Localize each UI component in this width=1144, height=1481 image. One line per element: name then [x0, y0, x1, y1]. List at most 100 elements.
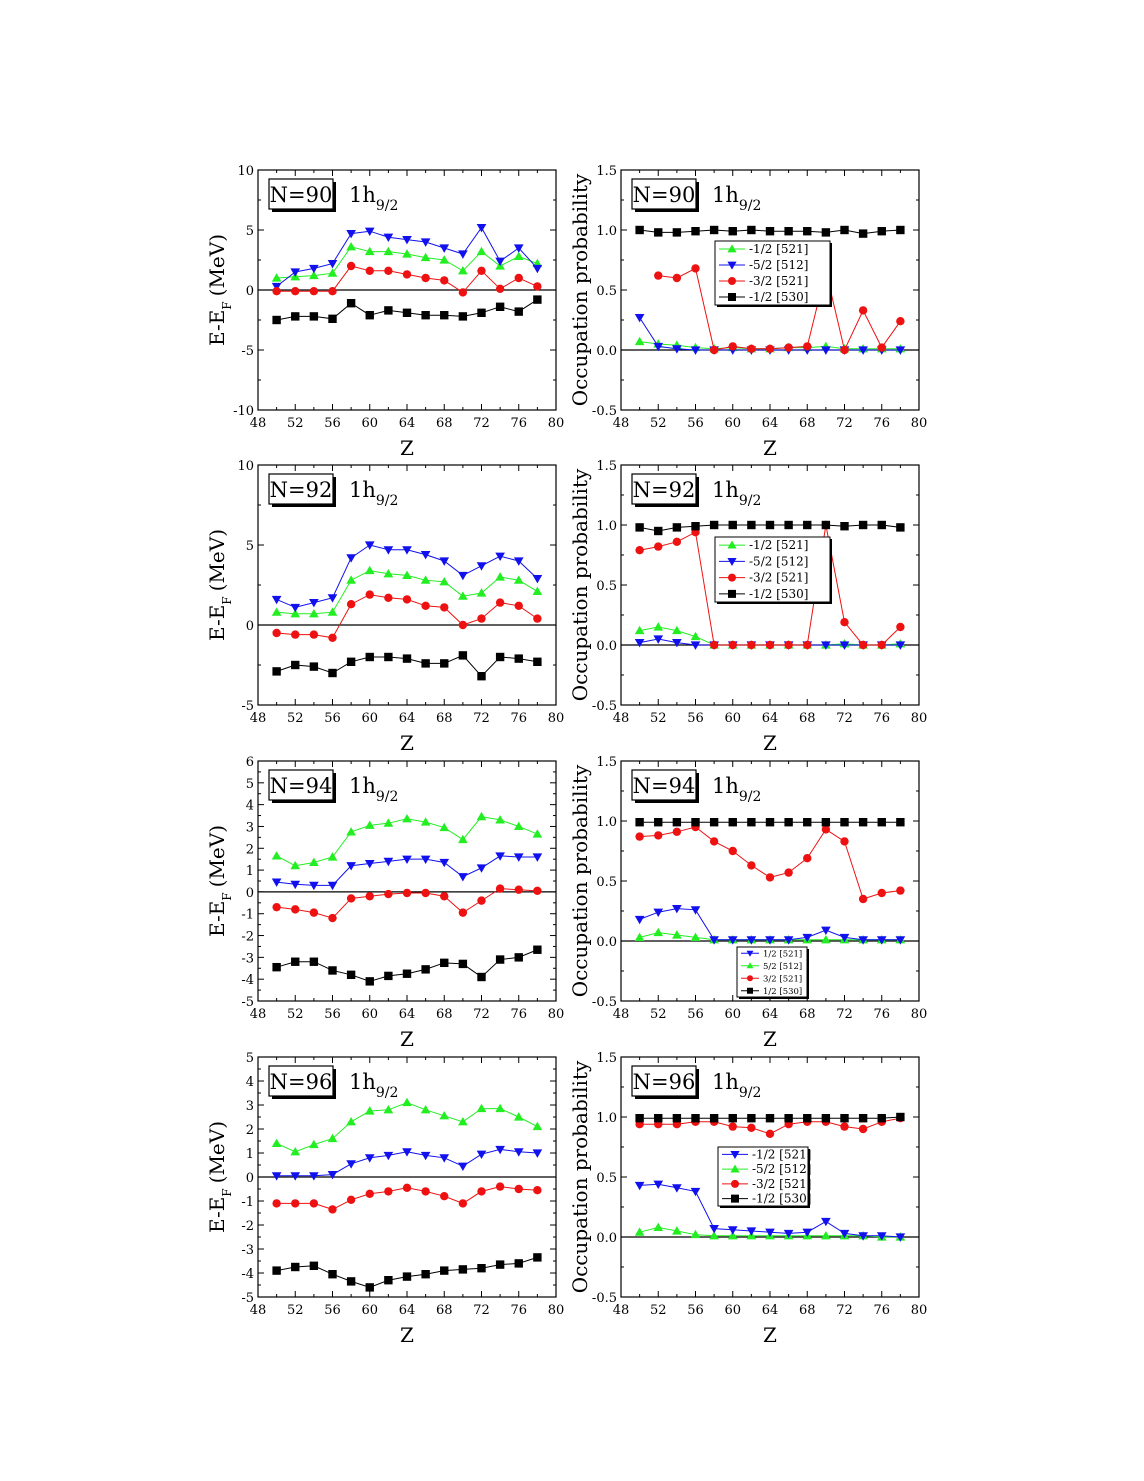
- y-tick-label: -3: [241, 951, 254, 966]
- data-point: [346, 827, 356, 836]
- y-tick-label: 1.0: [596, 815, 617, 830]
- data-point: [858, 936, 868, 945]
- x-tick-label: 48: [613, 1007, 630, 1022]
- data-point: [635, 546, 644, 555]
- data-point: [654, 526, 663, 536]
- data-point: [420, 855, 431, 865]
- legend-marker: [728, 573, 736, 582]
- data-point: [291, 905, 300, 914]
- data-point: [653, 635, 664, 644]
- data-point: [402, 1148, 412, 1157]
- data-point: [896, 225, 905, 235]
- data-point: [765, 344, 775, 353]
- legend-label: -1/2 [530]: [749, 290, 808, 304]
- data-point: [346, 1160, 356, 1169]
- data-point: [364, 859, 375, 869]
- data-point: [458, 591, 468, 600]
- data-point: [495, 815, 505, 824]
- y-tick-label: 1: [246, 1147, 254, 1162]
- data-point: [272, 1199, 281, 1208]
- data-point: [513, 1112, 524, 1121]
- data-point: [476, 811, 487, 821]
- orbital-label: 1h9/2: [712, 774, 761, 805]
- data-point: [532, 586, 543, 595]
- data-point: [477, 266, 486, 275]
- data-point: [533, 295, 542, 304]
- data-point: [327, 852, 338, 861]
- data-point: [672, 1114, 682, 1123]
- data-point: [654, 1114, 663, 1123]
- data-point: [291, 630, 300, 639]
- y-tick-label: 0.0: [596, 344, 617, 359]
- data-point: [840, 818, 849, 827]
- data-point: [346, 600, 356, 609]
- data-point: [327, 881, 338, 891]
- data-point: [420, 551, 431, 560]
- data-point: [477, 614, 486, 623]
- data-point: [290, 1172, 301, 1181]
- data-point: [327, 268, 338, 277]
- data-point: [346, 970, 356, 980]
- data-point: [309, 1172, 319, 1181]
- x-axis-label: Z: [763, 1323, 777, 1347]
- data-point: [384, 1187, 393, 1196]
- data-point: [821, 641, 831, 650]
- x-tick-label: 80: [911, 711, 928, 726]
- x-tick-label: 56: [687, 1303, 704, 1318]
- data-point: [365, 311, 374, 320]
- data-point: [839, 933, 850, 943]
- y-axis-label: E-EF(MeV): [205, 234, 234, 346]
- x-tick-label: 64: [399, 711, 416, 726]
- data-point: [458, 571, 468, 581]
- data-point: [495, 1260, 505, 1269]
- data-point: [364, 565, 375, 575]
- data-point: [458, 250, 468, 259]
- data-point: [440, 1266, 449, 1275]
- data-point: [402, 595, 412, 604]
- data-point: [821, 934, 831, 944]
- data-point: [309, 1199, 319, 1208]
- legend-marker: [746, 950, 754, 957]
- data-point: [458, 1199, 468, 1208]
- y-tick-label: 0.0: [596, 1231, 617, 1246]
- data-point: [821, 520, 831, 530]
- y-axis-label: E-EF(MeV): [205, 529, 234, 641]
- data-point: [709, 225, 719, 235]
- data-point: [672, 930, 682, 939]
- x-tick-label: 64: [762, 1007, 779, 1022]
- data-point: [672, 905, 682, 914]
- x-tick-label: 60: [724, 416, 741, 431]
- x-tick-label: 52: [650, 416, 667, 431]
- legend-marker: [727, 261, 737, 270]
- data-point: [784, 1114, 793, 1123]
- x-tick-label: 80: [911, 416, 928, 431]
- label-box: [268, 473, 334, 505]
- legend-marker: [728, 589, 736, 598]
- data-point: [346, 894, 356, 903]
- data-point: [346, 657, 356, 666]
- legend-label: -3/2 [521]: [749, 571, 808, 585]
- y-tick-label: 1.0: [596, 224, 617, 239]
- data-point: [328, 287, 337, 296]
- data-point: [765, 873, 775, 882]
- data-point: [384, 652, 393, 662]
- data-point: [271, 851, 282, 860]
- data-point: [327, 607, 338, 616]
- data-point: [495, 302, 505, 311]
- data-point: [383, 818, 394, 827]
- legend-label: -5/2 [512]: [752, 1162, 811, 1176]
- y-axis-label: Occupation probability: [568, 1060, 592, 1293]
- data-point: [513, 557, 524, 566]
- data-point: [690, 631, 701, 641]
- legend: -1/2 [521]-5/2 [512]-3/2 [521]-1/2 [530]: [717, 1146, 811, 1208]
- x-tick-label: 68: [799, 416, 816, 431]
- data-point: [709, 818, 719, 827]
- data-point: [458, 288, 468, 297]
- y-tick-label: 5: [246, 1051, 254, 1066]
- data-point: [271, 1138, 282, 1147]
- y-tick-label: 1.5: [596, 1051, 617, 1066]
- x-tick-label: 64: [762, 711, 779, 726]
- data-point: [291, 287, 300, 296]
- data-point: [858, 346, 868, 355]
- data-point: [784, 227, 793, 236]
